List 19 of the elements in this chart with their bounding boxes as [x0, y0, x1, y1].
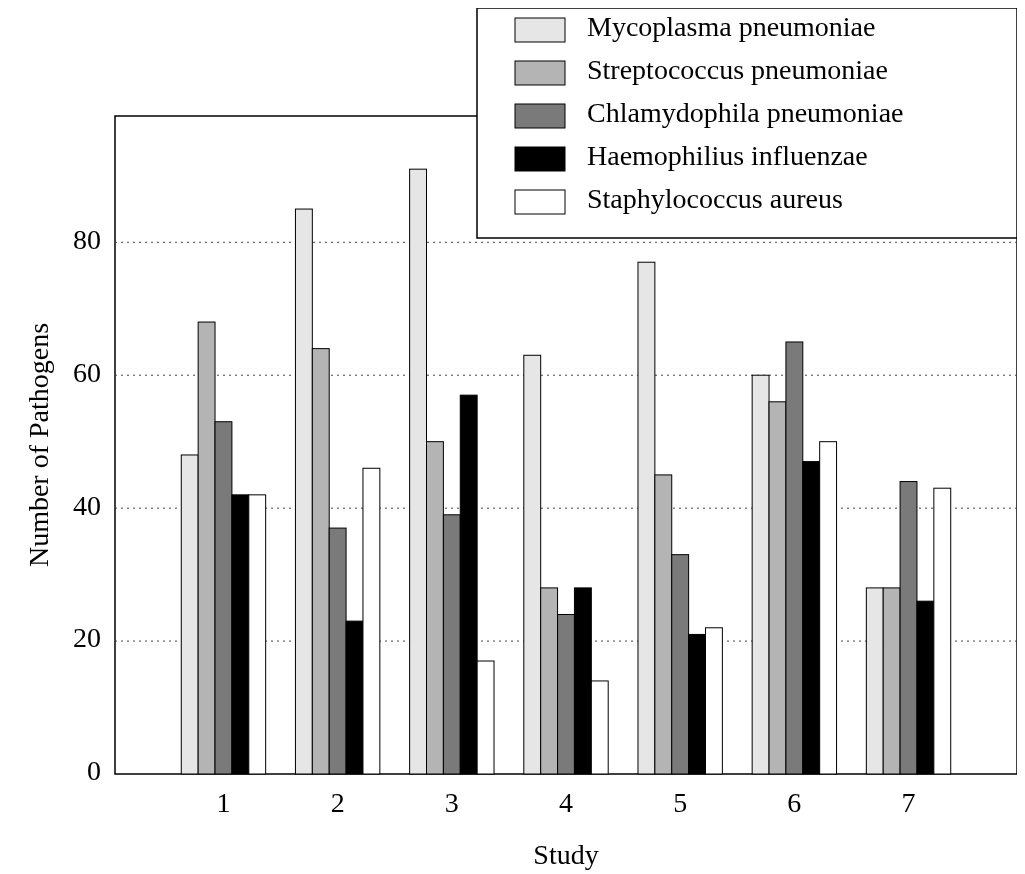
x-axis-title: Study: [533, 839, 599, 870]
x-tick-label: 7: [901, 787, 916, 818]
y-tick-label: 80: [73, 223, 101, 255]
y-tick-label: 20: [73, 622, 101, 654]
legend-label: Streptococcus pneumoniae: [587, 54, 888, 86]
y-axis-title: Number of Pathogens: [23, 322, 54, 568]
x-tick-label: 3: [444, 787, 459, 818]
x-tick-label: 2: [330, 787, 345, 818]
y-tick-label: 60: [73, 356, 101, 388]
legend-label: Staphylococcus aureus: [587, 183, 843, 215]
x-tick-label: 1: [216, 787, 231, 818]
legend-label: Chlamydophila pneumoniae: [587, 97, 904, 129]
x-tick-label: 5: [673, 787, 688, 818]
x-tick-label: 4: [559, 787, 573, 818]
x-tick-label: 6: [787, 787, 802, 818]
legend-label: Haemophilius influenzae: [587, 140, 868, 172]
y-tick-label: 40: [73, 489, 101, 521]
legend-label: Mycoplasma pneumoniae: [587, 11, 876, 43]
y-tick-label: 0: [87, 755, 101, 787]
